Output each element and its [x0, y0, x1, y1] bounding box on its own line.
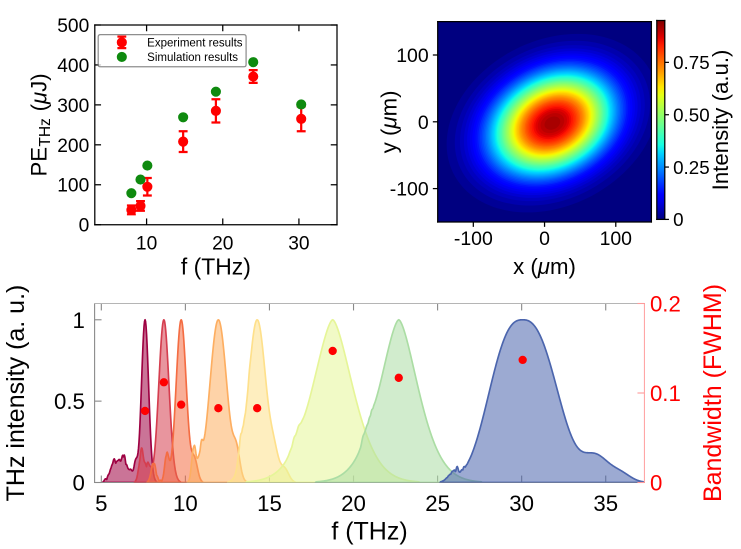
svg-text:1: 1 — [73, 308, 85, 333]
svg-text:10: 10 — [173, 491, 198, 516]
svg-text:30: 30 — [288, 234, 309, 255]
svg-text:0.2: 0.2 — [650, 292, 681, 317]
svg-text:Bandwidth (FWHM): Bandwidth (FWHM) — [699, 284, 727, 502]
svg-text:P E (: P E ( J ) T H z μ — [26, 67, 55, 176]
svg-text:0.1: 0.1 — [650, 381, 681, 406]
svg-text:x ( m: x ( m ) μ — [513, 254, 582, 279]
svg-text:0.5: 0.5 — [54, 389, 85, 414]
svg-text:200: 200 — [57, 136, 89, 157]
svg-text:0.25: 0.25 — [673, 157, 710, 178]
svg-text:100: 100 — [600, 228, 633, 250]
svg-text:100: 100 — [57, 176, 89, 197]
svg-text:25: 25 — [425, 491, 450, 516]
svg-text:Intensity (a.u.): Intensity (a.u.) — [708, 50, 733, 191]
svg-text:400: 400 — [57, 56, 89, 77]
svg-text:Experiment results: Experiment results — [147, 37, 243, 49]
svg-text:0.75: 0.75 — [673, 52, 710, 73]
svg-text:0: 0 — [79, 216, 90, 237]
svg-text:-100: -100 — [454, 228, 493, 250]
svg-text:30: 30 — [509, 491, 534, 516]
svg-text:-100: -100 — [390, 179, 429, 201]
svg-text:0.50: 0.50 — [673, 105, 710, 126]
svg-text:0: 0 — [650, 471, 662, 496]
svg-text:THz intensity (a. u.): THz intensity (a. u.) — [2, 285, 30, 502]
svg-text:Simulation results: Simulation results — [147, 52, 238, 64]
svg-text:5: 5 — [95, 491, 107, 516]
svg-text:f (THz): f (THz) — [181, 253, 251, 279]
svg-text:35: 35 — [593, 491, 618, 516]
svg-text:0: 0 — [539, 228, 550, 250]
svg-text:0: 0 — [73, 471, 85, 496]
svg-text:0: 0 — [673, 209, 683, 230]
svg-text:15: 15 — [257, 491, 282, 516]
svg-text:300: 300 — [57, 96, 89, 117]
svg-text:f (THz): f (THz) — [331, 517, 407, 545]
svg-text:100: 100 — [396, 45, 429, 67]
svg-text:20: 20 — [341, 491, 366, 516]
svg-text:500: 500 — [57, 16, 89, 37]
svg-text:y ( m: y ( m ) μ — [376, 84, 401, 153]
svg-text:20: 20 — [212, 234, 233, 255]
svg-text:0: 0 — [418, 112, 429, 134]
svg-text:10: 10 — [136, 234, 157, 255]
